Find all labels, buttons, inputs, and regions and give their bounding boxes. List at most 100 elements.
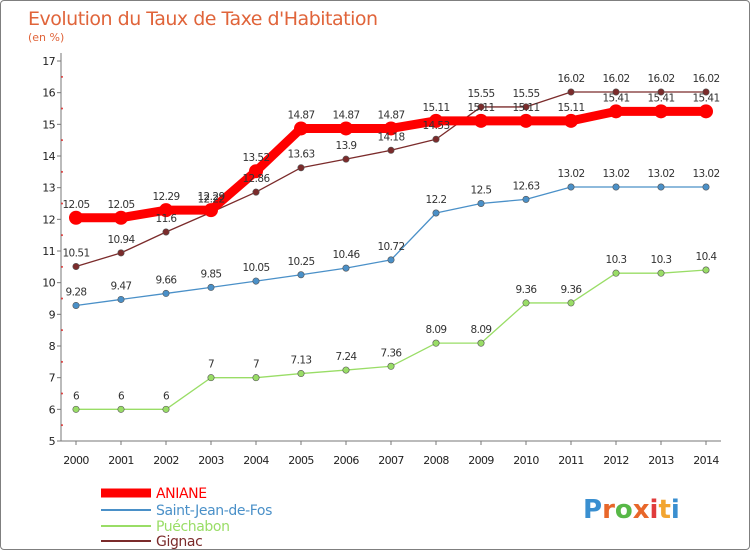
data-point — [612, 269, 620, 277]
x-tick-label: 2003 — [198, 454, 224, 467]
data-label: 14.87 — [287, 109, 314, 121]
data-point — [117, 405, 125, 413]
data-point — [384, 121, 398, 136]
logo-letter: x — [633, 495, 650, 525]
data-label: 10.4 — [696, 251, 718, 263]
x-tick-label: 2006 — [333, 454, 359, 467]
data-label: 10.05 — [242, 262, 269, 274]
y-minor-dot — [61, 265, 63, 268]
data-point — [204, 203, 218, 218]
data-label: 15.55 — [512, 88, 539, 100]
data-label: 15.41 — [647, 92, 674, 104]
x-tick-label: 2012 — [603, 454, 629, 467]
data-point — [297, 271, 305, 279]
data-label: 14.18 — [377, 131, 404, 143]
data-label: 14.53 — [422, 120, 449, 132]
x-tick-label: 2010 — [513, 454, 539, 467]
legend-label: ANIANE — [156, 486, 207, 502]
x-tick-label: 2013 — [648, 454, 674, 467]
data-point — [522, 299, 530, 307]
y-tick-label: 6 — [49, 403, 56, 416]
data-point — [252, 188, 260, 196]
data-label: 13.02 — [557, 168, 584, 180]
x-tick-label: 2002 — [153, 454, 179, 467]
data-label: 15.11 — [422, 102, 449, 114]
data-label: 9.66 — [156, 274, 178, 286]
data-label: 8.09 — [471, 324, 492, 336]
data-point — [567, 88, 575, 96]
data-label: 12.2 — [426, 194, 447, 206]
y-minor-dot — [61, 202, 63, 205]
data-point — [519, 113, 533, 128]
x-tick-label: 2001 — [108, 454, 134, 467]
data-label: 13.02 — [602, 168, 629, 180]
y-minor-dot — [61, 139, 63, 142]
data-point — [339, 121, 353, 136]
data-label: 10.46 — [332, 249, 360, 261]
data-point — [699, 104, 713, 119]
data-point — [612, 88, 620, 96]
data-label: 13.02 — [692, 168, 719, 180]
y-tick-label: 10 — [42, 277, 55, 290]
logo-letter: t — [658, 495, 670, 525]
data-label: 10.51 — [62, 248, 89, 260]
data-point — [252, 374, 260, 382]
data-label: 14.87 — [377, 109, 404, 121]
data-label: 7 — [208, 359, 214, 371]
y-tick-label: 15 — [42, 118, 55, 131]
data-label: 15.11 — [467, 102, 494, 114]
data-point — [294, 121, 308, 136]
data-point — [114, 210, 128, 225]
data-label: 10.3 — [651, 254, 672, 266]
data-point — [432, 339, 440, 347]
data-point — [657, 88, 665, 96]
y-minor-dot — [61, 392, 63, 395]
y-minor-dot — [61, 234, 63, 237]
data-point — [609, 104, 623, 119]
y-minor-dot — [61, 75, 63, 78]
data-label: 16.02 — [692, 73, 719, 85]
data-label: 13.9 — [336, 140, 357, 152]
data-label: 9.28 — [66, 286, 87, 298]
chart-title: Evolution du Taux de Taxe d'Habitation — [28, 8, 378, 30]
series-line-pu-chabon — [75, 269, 707, 410]
y-tick-label: 5 — [49, 435, 56, 448]
x-tick-label: 2011 — [558, 454, 584, 467]
data-point — [567, 299, 575, 307]
data-point — [162, 289, 170, 297]
data-point — [159, 203, 173, 218]
data-point — [342, 366, 350, 374]
y-tick-label: 12 — [42, 213, 55, 226]
x-tick-label: 2014 — [693, 454, 719, 467]
data-point — [477, 339, 485, 347]
data-label: 10.72 — [377, 241, 404, 253]
data-point — [657, 269, 665, 277]
data-point — [702, 266, 710, 274]
x-tick-label: 2009 — [468, 454, 494, 467]
data-label: 15.11 — [512, 102, 539, 114]
data-point — [612, 183, 620, 191]
y-minor-dot — [61, 170, 63, 173]
data-point — [474, 113, 488, 128]
data-label: 10.25 — [287, 256, 314, 268]
x-tick-label: 2007 — [378, 454, 404, 467]
legend-label: Gignac — [156, 534, 202, 550]
data-label: 9.85 — [201, 268, 222, 280]
data-labels: 12.05 12.05 12.29 12.29 13.52 14.87 14.87 14.87… — [62, 73, 720, 402]
y-minor-dot — [61, 107, 63, 110]
x-tick-label: 2008 — [423, 454, 449, 467]
logo-text: Proxiti — [583, 495, 680, 525]
chart-subtitle: (en %) — [28, 31, 64, 44]
y-tick-label: 8 — [49, 340, 56, 353]
data-point — [702, 88, 710, 96]
data-point — [477, 200, 485, 208]
data-label: 15.41 — [602, 92, 629, 104]
data-label: 6 — [118, 390, 125, 402]
data-label: 8.09 — [426, 324, 447, 336]
data-label: 6 — [163, 390, 170, 402]
data-point — [654, 104, 668, 119]
logo-letter: o — [615, 495, 633, 525]
data-label: 9.36 — [516, 284, 538, 296]
